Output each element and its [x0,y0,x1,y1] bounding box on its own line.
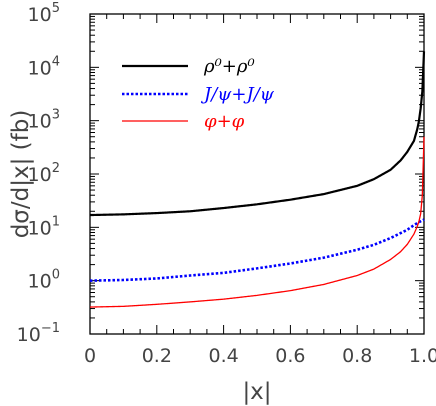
x-axis-title: |x| [242,379,271,405]
plot-area [89,13,425,335]
y-tick-labels: 10−1 100 101 102 103 104 105 [17,1,60,346]
data-series [89,51,426,308]
y-tick-label: 101 [28,214,60,239]
y-tick-label: 104 [28,54,60,79]
x-tick-labels: 0 0.2 0.4 0.6 0.8 1.0 [84,345,436,367]
legend-label-rho-rho: ρ⁰+ρ⁰ [203,56,255,77]
x-tick-label: 1.0 [409,345,436,367]
x-tick-label: 0.2 [142,345,172,367]
legend-label-jpsi-jpsi: J/ψ+J/ψ [200,84,275,105]
x-tick-label: 0.4 [208,345,238,367]
y-axis-title: dσ/d|x| (fb) [8,110,34,239]
legend: ρ⁰+ρ⁰ J/ψ+J/ψ φ+φ [122,56,275,132]
y-tick-label: 105 [28,1,60,26]
x-tick-label: 0 [84,345,96,367]
y-tick-label: 100 [28,268,60,293]
y-tick-label: 103 [28,108,60,133]
series-line-jpsi-jpsi [89,218,425,282]
series-line-phi-phi [89,136,425,308]
legend-label-phi-phi: φ+φ [204,111,245,132]
plot-frame [89,13,425,335]
y-tick-label: 10−1 [17,321,60,346]
x-tick-label: 0.6 [275,345,305,367]
x-tick-label: 0.8 [342,345,372,367]
y-tick-label: 102 [28,161,60,186]
series-line-rho-rho [89,51,426,217]
axis-ticks [89,13,425,335]
